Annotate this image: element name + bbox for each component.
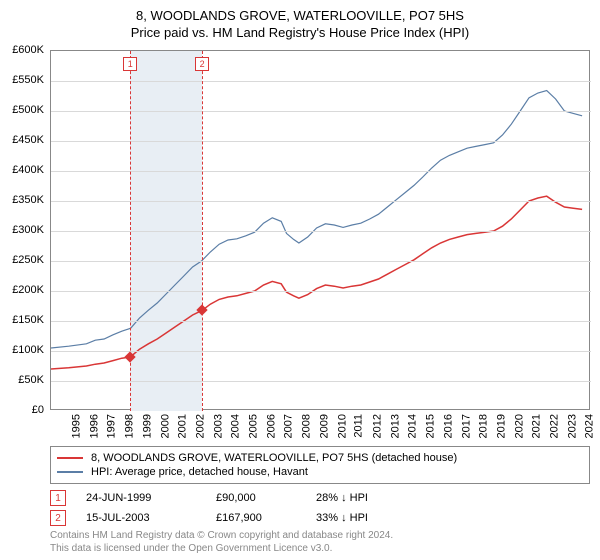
- marker-price: £90,000: [216, 492, 296, 504]
- marker-date: 24-JUN-1999: [86, 492, 196, 504]
- x-tick-label: 2009: [318, 414, 330, 438]
- y-tick-label: £550K: [12, 74, 44, 86]
- x-tick-label: 2011: [353, 414, 365, 438]
- x-tick-label: 1998: [124, 414, 136, 438]
- x-tick-label: 2006: [265, 414, 277, 438]
- y-tick-label: £450K: [12, 134, 44, 146]
- y-tick-label: £250K: [12, 254, 44, 266]
- marker-date: 15-JUL-2003: [86, 512, 196, 524]
- x-tick-label: 2017: [460, 414, 472, 438]
- title-main: 8, WOODLANDS GROVE, WATERLOOVILLE, PO7 5…: [0, 8, 600, 23]
- title-sub: Price paid vs. HM Land Registry's House …: [0, 25, 600, 40]
- gridline-h: [51, 381, 591, 382]
- legend-label: 8, WOODLANDS GROVE, WATERLOOVILLE, PO7 5…: [91, 452, 457, 464]
- y-tick-label: £400K: [12, 164, 44, 176]
- y-tick-label: £0: [32, 404, 44, 416]
- gridline-h: [51, 291, 591, 292]
- y-tick-label: £500K: [12, 104, 44, 116]
- marker-delta: 33% ↓ HPI: [316, 512, 436, 524]
- x-tick-label: 2004: [230, 414, 242, 438]
- gridline-h: [51, 351, 591, 352]
- legend: 8, WOODLANDS GROVE, WATERLOOVILLE, PO7 5…: [50, 446, 590, 484]
- gridline-h: [51, 261, 591, 262]
- y-tick-label: £300K: [12, 224, 44, 236]
- gridline-h: [51, 111, 591, 112]
- footer-line1: Contains HM Land Registry data © Crown c…: [50, 530, 590, 543]
- marker-delta: 28% ↓ HPI: [316, 492, 436, 504]
- x-tick-label: 2003: [212, 414, 224, 438]
- x-tick-label: 2018: [478, 414, 490, 438]
- y-tick-label: £100K: [12, 344, 44, 356]
- y-tick-label: £150K: [12, 314, 44, 326]
- x-tick-label: 2022: [549, 414, 561, 438]
- x-tick-label: 2007: [283, 414, 295, 438]
- x-tick-label: 2015: [425, 414, 437, 438]
- plot-area: 12: [50, 50, 590, 410]
- x-tick-label: 2023: [566, 414, 578, 438]
- marker-price: £167,900: [216, 512, 296, 524]
- legend-row: 8, WOODLANDS GROVE, WATERLOOVILLE, PO7 5…: [57, 451, 583, 465]
- y-tick-label: £600K: [12, 44, 44, 56]
- marker-row: 2 15-JUL-2003 £167,900 33% ↓ HPI: [50, 508, 590, 528]
- x-tick-label: 2010: [336, 414, 348, 438]
- gridline-h: [51, 171, 591, 172]
- x-tick-label: 1999: [141, 414, 153, 438]
- chart-area: 12 £0£50K£100K£150K£200K£250K£300K£350K£…: [50, 50, 590, 410]
- gridline-h: [51, 81, 591, 82]
- legend-swatch: [57, 457, 83, 459]
- x-tick-label: 2020: [513, 414, 525, 438]
- x-tick-label: 2014: [407, 414, 419, 438]
- footer-line2: This data is licensed under the Open Gov…: [50, 543, 590, 556]
- legend-label: HPI: Average price, detached house, Hava…: [91, 466, 308, 478]
- x-tick-label: 2000: [159, 414, 171, 438]
- x-tick-label: 2008: [301, 414, 313, 438]
- y-tick-label: £50K: [18, 374, 44, 386]
- legend-swatch: [57, 471, 83, 473]
- marker-badge: 1: [50, 490, 66, 506]
- chart-marker-badge: 1: [123, 57, 137, 71]
- legend-row: HPI: Average price, detached house, Hava…: [57, 465, 583, 479]
- marker-table: 1 24-JUN-1999 £90,000 28% ↓ HPI 2 15-JUL-2003…: [50, 488, 590, 528]
- x-tick-label: 2019: [495, 414, 507, 438]
- x-tick-label: 2012: [371, 414, 383, 438]
- gridline-h: [51, 231, 591, 232]
- marker-row: 1 24-JUN-1999 £90,000 28% ↓ HPI: [50, 488, 590, 508]
- x-tick-label: 2024: [584, 414, 596, 438]
- x-tick-label: 2013: [389, 414, 401, 438]
- x-tick-label: 2016: [442, 414, 454, 438]
- marker-badge: 2: [50, 510, 66, 526]
- y-tick-label: £350K: [12, 194, 44, 206]
- titles: 8, WOODLANDS GROVE, WATERLOOVILLE, PO7 5…: [0, 0, 600, 40]
- y-tick-label: £200K: [12, 284, 44, 296]
- gridline-h: [51, 201, 591, 202]
- chart-container: 8, WOODLANDS GROVE, WATERLOOVILLE, PO7 5…: [0, 0, 600, 560]
- x-tick-label: 1997: [106, 414, 118, 438]
- x-tick-label: 1995: [70, 414, 82, 438]
- x-tick-label: 2021: [531, 414, 543, 438]
- x-tick-label: 2002: [194, 414, 206, 438]
- x-tick-label: 2001: [177, 414, 189, 438]
- gridline-h: [51, 141, 591, 142]
- x-tick-label: 2005: [248, 414, 260, 438]
- gridline-h: [51, 321, 591, 322]
- chart-marker-badge: 2: [195, 57, 209, 71]
- marker-vline: [202, 51, 203, 411]
- x-tick-label: 1996: [88, 414, 100, 438]
- footer: Contains HM Land Registry data © Crown c…: [50, 530, 590, 555]
